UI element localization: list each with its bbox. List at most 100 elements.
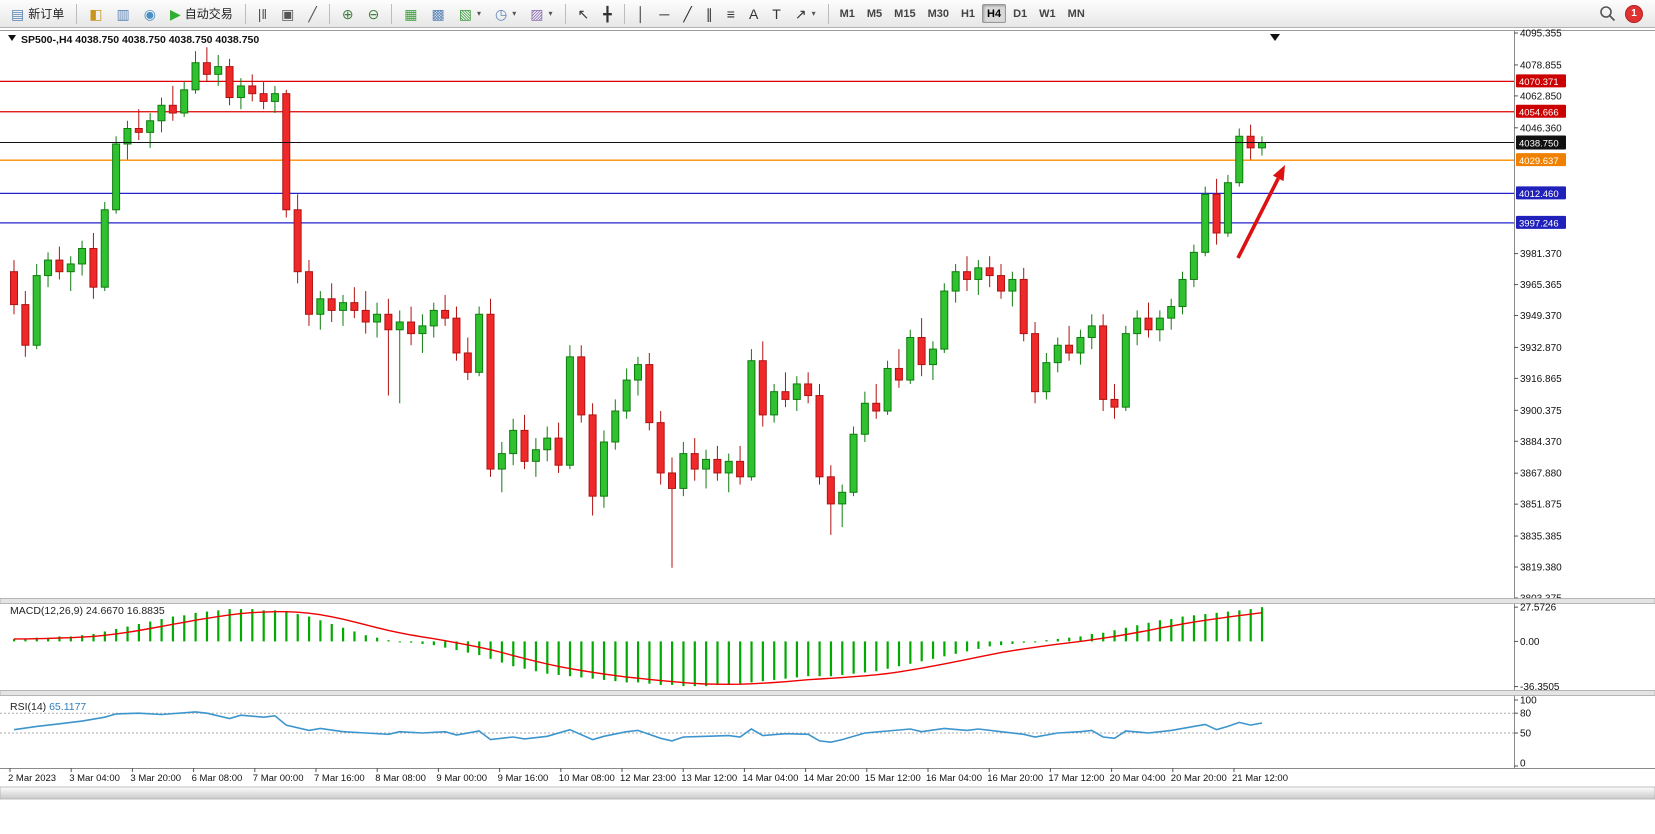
timeframe-M15[interactable]: M15 (889, 4, 920, 23)
price-axis-label: 3851.875 (1520, 500, 1562, 511)
macd-bar (103, 631, 106, 642)
macd-bar (466, 641, 469, 653)
macd-bar (523, 641, 526, 669)
macd-bar (636, 641, 640, 683)
period-icon[interactable]: ◷ ▾ (489, 2, 522, 25)
data-window-icon[interactable]: ▥ (110, 2, 135, 25)
label-icon: T (772, 5, 781, 22)
candle (441, 309, 450, 319)
search-icon[interactable] (1598, 5, 1616, 23)
candle (214, 66, 223, 75)
price-axis-label: 4062.850 (1520, 91, 1562, 102)
vertical-line-icon[interactable]: │ (631, 2, 652, 25)
macd-bar (1102, 632, 1105, 642)
bar-chart-icon[interactable]: |‖ (252, 2, 273, 25)
pane-separator[interactable] (0, 690, 1655, 696)
timeframe-W1[interactable]: W1 (1034, 4, 1061, 23)
community-icon[interactable]: ◉ (138, 2, 162, 25)
macd-bar (977, 641, 980, 649)
macd-axis-label: -36.3505 (1520, 682, 1560, 693)
macd-bar (931, 641, 935, 659)
candlestick-chart-icon[interactable]: ▣ (275, 2, 300, 25)
chart-canvas[interactable]: SP500-,H4 4038.750 4038.750 4038.750 403… (0, 28, 1655, 834)
timeframe-D1[interactable]: D1 (1008, 4, 1032, 23)
macd-bar (602, 641, 606, 680)
rsi-pane[interactable]: RSI(14) 65.1177 100 80 50 0 (0, 696, 1537, 770)
line-chart-icon[interactable]: ╱ (302, 2, 322, 25)
macd-bar (376, 637, 379, 642)
toolbar-separator (76, 3, 78, 24)
zoom-out-icon[interactable]: ⊖ (362, 2, 386, 25)
macd-bar (13, 638, 16, 642)
candle (622, 379, 631, 412)
candle (497, 453, 506, 470)
notification-badge[interactable]: 1 (1625, 4, 1643, 23)
price-badge (1516, 135, 1566, 150)
zoom-in-icon[interactable]: ⊕ (336, 2, 360, 25)
candle (463, 352, 472, 373)
candle (123, 128, 132, 145)
symbol-dropdown-icon[interactable] (8, 35, 16, 41)
timeframe-H4[interactable]: H4 (982, 4, 1007, 23)
time-axis[interactable]: 2 Mar 2023 3 Mar 04:00 3 Mar 20:00 6 Mar 08… (0, 768, 1655, 784)
candle (293, 209, 302, 273)
new-chart-icon[interactable]: ▧ ▾ (453, 2, 487, 25)
macd-bar (841, 641, 844, 675)
label-icon[interactable]: T (766, 2, 787, 25)
time-axis-label: 2 Mar 2023 (8, 773, 56, 784)
price-axis[interactable]: 4095.355 4078.855 4062.850 4046.360 3981.370… (1514, 29, 1566, 605)
candle (906, 336, 915, 381)
time-axis-label: 3 Mar 04:00 (69, 773, 120, 784)
cascade-windows-icon[interactable]: ▩ (426, 2, 451, 25)
candle (225, 66, 234, 99)
macd-bar (455, 641, 458, 651)
candle (112, 143, 121, 211)
macd-axis-label: 0.00 (1520, 637, 1540, 648)
channel-icon[interactable]: ∥ (700, 2, 719, 25)
time-axis-label: 17 Mar 12:00 (1048, 773, 1104, 784)
candle (804, 383, 813, 397)
arrow-annotation[interactable] (1236, 165, 1285, 259)
candle (974, 267, 983, 280)
timeframe-MN[interactable]: MN (1063, 4, 1090, 23)
arrows-icon[interactable]: ↗ ▾ (789, 2, 822, 25)
timeframe-H1[interactable]: H1 (956, 4, 980, 23)
candle (202, 62, 211, 75)
toolbar-right: 1 (1598, 4, 1651, 23)
candle (418, 325, 427, 335)
main-pane[interactable] (0, 47, 1514, 568)
template-icon[interactable]: ▨ ▾ (524, 2, 558, 25)
timeframe-M5[interactable]: M5 (862, 4, 887, 23)
market-watch-icon[interactable]: ◧ (83, 2, 108, 25)
auto-trading-button[interactable]: ▶ 自动交易 (164, 2, 239, 25)
fibonacci-icon[interactable]: ≡ (721, 2, 741, 25)
candle (849, 433, 858, 493)
timeframe-toolbar: M1 M5 M15 M30 H1 H4 D1 W1 MN (834, 4, 1091, 23)
macd-bar (512, 641, 515, 667)
timeframe-M30[interactable]: M30 (923, 4, 954, 23)
candle (316, 298, 325, 315)
macd-bar (534, 641, 538, 672)
text-icon[interactable]: A (743, 2, 764, 25)
community-icon: ◉ (143, 5, 156, 22)
period-icon: ◷ (495, 5, 508, 22)
pane-separator[interactable] (0, 598, 1655, 604)
line-chart-icon: ╱ (308, 5, 317, 22)
timeframe-M1[interactable]: M1 (835, 4, 860, 23)
macd-bar (364, 635, 367, 642)
macd-bar (296, 614, 299, 642)
candle (1235, 135, 1244, 184)
candle (838, 491, 847, 505)
crosshair-icon[interactable]: ╋ (597, 2, 617, 25)
horizontal-scrollbar[interactable] (0, 786, 1655, 800)
tile-windows-icon[interactable]: ▦ (398, 2, 423, 25)
cursor-icon[interactable]: ↖ (572, 2, 596, 25)
new-order-button[interactable]: ▤ 新订单 (5, 2, 70, 25)
scroll-end-marker-icon[interactable] (1270, 34, 1280, 41)
trendline-icon[interactable]: ╱ (677, 2, 697, 25)
macd-pane[interactable]: MACD(12,26,9) 24.6670 16.8835 27.5726 0.00… (10, 603, 1560, 693)
time-axis-label: 20 Mar 20:00 (1171, 773, 1227, 784)
candle (66, 263, 75, 273)
horizontal-line-icon[interactable]: ─ (653, 2, 675, 25)
candle (486, 313, 495, 470)
